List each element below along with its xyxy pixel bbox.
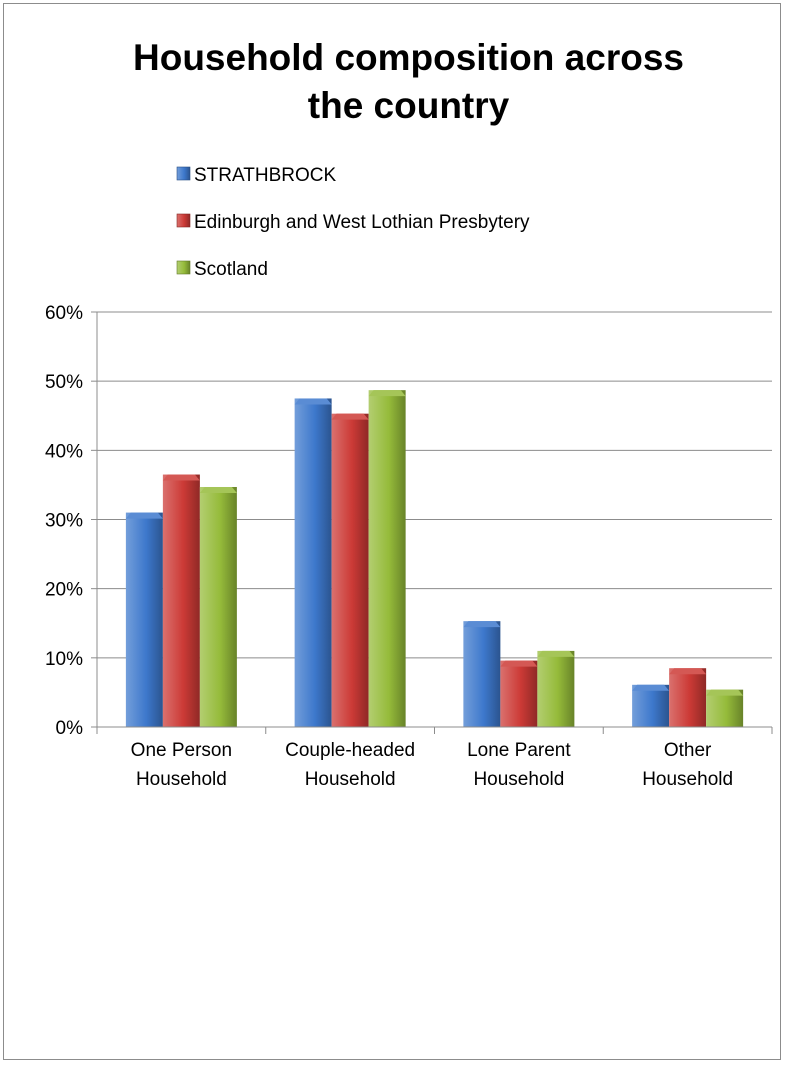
x-tick-label-line: Household xyxy=(473,769,564,790)
y-tick-label: 10% xyxy=(45,649,83,670)
chart-title-line: Household composition across xyxy=(133,37,684,78)
bar xyxy=(500,660,538,727)
legend-item: Edinburgh and West Lothian Presbytery xyxy=(176,212,530,233)
legend: STRATHBROCK Edinburgh and West Lothian Pr… xyxy=(176,165,530,280)
bar-cap xyxy=(669,668,707,675)
bar-cap xyxy=(368,390,406,397)
bar-cap xyxy=(500,660,538,667)
bar-body xyxy=(125,512,163,727)
legend-label: Scotland xyxy=(194,259,268,280)
chart-title-line: the country xyxy=(308,85,510,126)
y-tick-label: 30% xyxy=(45,511,83,532)
legend-swatch xyxy=(176,213,191,228)
legend-label: Edinburgh and West Lothian Presbytery xyxy=(194,212,530,233)
bar-cap xyxy=(162,474,200,481)
y-tick-label: 0% xyxy=(56,718,84,739)
legend-label: STRATHBROCK xyxy=(194,165,336,186)
bar-cap xyxy=(537,650,575,657)
bars xyxy=(125,390,744,727)
x-axis-labels: One Person Household Couple-headed Househol… xyxy=(131,740,733,790)
y-tick-label: 60% xyxy=(45,303,83,324)
legend-item: Scotland xyxy=(176,259,268,280)
bar-body xyxy=(199,486,237,727)
x-tick-label-line: Household xyxy=(305,769,396,790)
x-tick-label: Couple-headed Household xyxy=(285,740,415,790)
x-tick-label: Other Household xyxy=(642,740,733,790)
x-tick-label: One Person Household xyxy=(131,740,232,790)
y-tick-label: 40% xyxy=(45,441,83,462)
x-tick-label: Lone Parent Household xyxy=(467,740,571,790)
bar-body xyxy=(632,684,670,727)
bar-body xyxy=(368,390,406,727)
x-tick-label-line: Other xyxy=(664,740,712,761)
bar-body xyxy=(294,398,332,727)
bar-body xyxy=(162,474,200,727)
axes xyxy=(91,311,773,734)
x-tick-label-line: Couple-headed xyxy=(285,740,415,761)
bar xyxy=(331,413,369,727)
bar-cap xyxy=(463,621,501,628)
chart-title: Household composition across the country xyxy=(133,37,684,126)
bar xyxy=(463,621,501,727)
bar-cap xyxy=(331,413,369,420)
chart-frame: Household composition across the country … xyxy=(3,3,781,1060)
y-tick-label: 50% xyxy=(45,372,83,393)
bar-body xyxy=(706,689,744,727)
bar-body xyxy=(331,413,369,727)
bar-cap xyxy=(125,512,163,519)
bar-cap xyxy=(632,684,670,691)
bar-body xyxy=(463,621,501,727)
bar xyxy=(368,390,406,727)
x-tick-label-line: Lone Parent xyxy=(467,740,571,761)
bar-body xyxy=(500,660,538,727)
bar-body xyxy=(669,668,707,727)
y-axis-labels: 0% 10% 20% 30% 40% 50% 60% xyxy=(45,303,83,739)
bar-cap xyxy=(199,486,237,493)
bar xyxy=(199,486,237,727)
bar-body xyxy=(537,650,575,727)
y-tick-label: 20% xyxy=(45,580,83,601)
bar xyxy=(632,684,670,727)
legend-swatch xyxy=(176,166,191,181)
bar xyxy=(669,668,707,727)
bar xyxy=(706,689,744,727)
legend-swatch xyxy=(176,260,191,275)
bar-cap xyxy=(706,689,744,696)
bar xyxy=(537,650,575,727)
x-tick-label-line: One Person xyxy=(131,740,232,761)
bar-cap xyxy=(294,398,332,405)
bar xyxy=(162,474,200,727)
bar xyxy=(294,398,332,727)
x-tick-label-line: Household xyxy=(136,769,227,790)
bar xyxy=(125,512,163,727)
x-tick-label-line: Household xyxy=(642,769,733,790)
legend-item: STRATHBROCK xyxy=(176,165,336,186)
